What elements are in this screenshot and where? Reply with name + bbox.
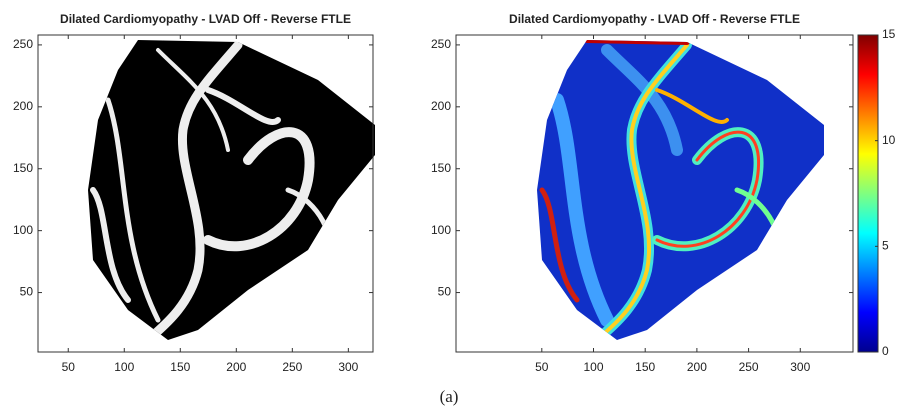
colorbar-tick-label: 0 [882, 344, 889, 358]
y-tick-label: 200 [13, 99, 33, 113]
chart-title: Dilated Cardiomyopathy - LVAD Off - Reve… [60, 12, 351, 26]
colorbar-tick-label: 15 [882, 27, 896, 41]
x-tick-label: 250 [282, 360, 302, 374]
x-tick-label: 50 [535, 360, 549, 374]
colorbar [857, 34, 879, 353]
x-tick-label: 300 [790, 360, 810, 374]
y-tick-label: 100 [13, 223, 33, 237]
y-tick-label: 250 [13, 37, 33, 51]
x-tick-label: 300 [338, 360, 358, 374]
y-tick-label: 150 [13, 161, 33, 175]
caption: (a) [440, 387, 459, 406]
x-tick-label: 150 [170, 360, 190, 374]
y-tick-label: 250 [431, 37, 451, 51]
y-tick-label: 150 [431, 161, 451, 175]
x-tick-label: 200 [687, 360, 707, 374]
chart-title: Dilated Cardiomyopathy - LVAD Off - Reve… [509, 12, 800, 26]
axes-frame [455, 34, 854, 353]
x-tick-label: 250 [739, 360, 759, 374]
x-tick-label: 200 [226, 360, 246, 374]
x-tick-label: 100 [114, 360, 134, 374]
x-tick-label: 100 [583, 360, 603, 374]
y-tick-label: 200 [431, 99, 451, 113]
colorbar-tick-label: 5 [882, 239, 889, 253]
x-tick-label: 50 [62, 360, 76, 374]
y-tick-label: 50 [20, 285, 34, 299]
ftle-image-jet [537, 40, 824, 340]
colorbar-tick-label: 10 [882, 133, 896, 147]
y-tick-label: 100 [431, 223, 451, 237]
ftle-image-gray [88, 40, 375, 340]
axes-frame [37, 34, 374, 353]
x-tick-label: 150 [635, 360, 655, 374]
y-tick-label: 50 [438, 285, 452, 299]
